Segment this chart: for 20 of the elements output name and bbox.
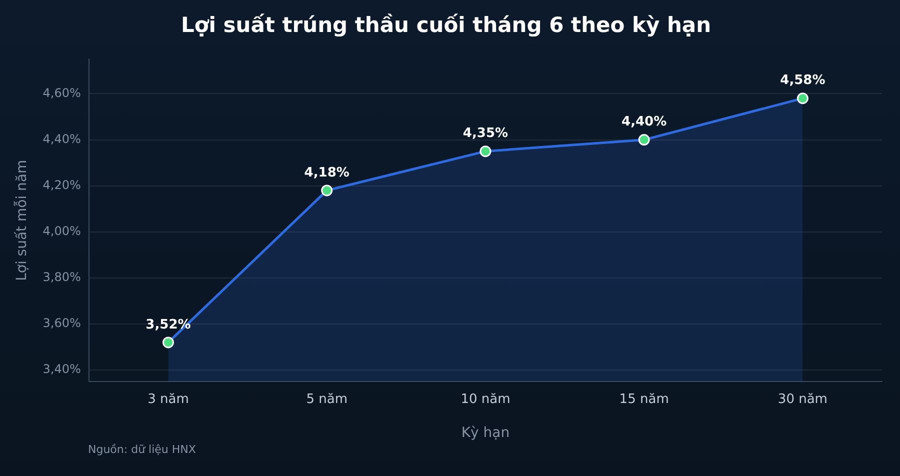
y-tick-label: 4,60% [42,86,81,100]
x-tick-label: 10 năm [460,392,510,407]
y-tick-label: 3,40% [42,362,81,376]
data-label: 4,58% [780,73,826,88]
y-tick-label: 4,40% [42,132,81,146]
y-tick-label: 3,80% [42,270,81,284]
y-axis-title: Lợi suất mỗi năm [13,160,30,281]
chart-title: Lợi suất trúng thầu cuối tháng 6 theo kỳ hạn [180,13,712,38]
x-tick-label: 3 năm [148,392,189,407]
x-axis-title: Kỳ hạn [461,425,510,442]
y-tick-label: 3,60% [42,316,81,330]
x-tick-label: 30 năm [778,392,828,407]
text: Nguồn: dữ liệu HNX [88,443,196,456]
data-label: 4,35% [462,126,508,142]
x-tick-label: 5 năm [306,392,348,407]
data-label: 4,18% [304,165,350,180]
y-tick-label: 4,20% [42,178,81,192]
x-tick-label: 15 năm [619,392,669,407]
data-label: 4,40% [622,114,667,130]
y-tick-label: 4,00% [42,224,81,238]
